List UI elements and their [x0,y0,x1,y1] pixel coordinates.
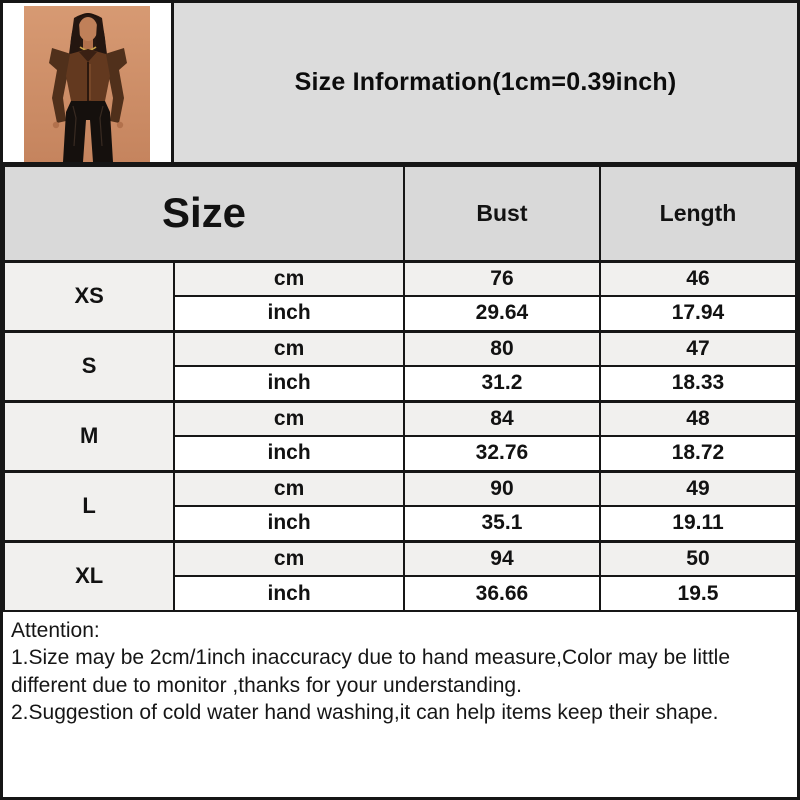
attention-heading: Attention: [11,619,100,642]
model-photo [24,6,150,162]
table-header-row: Size Bust Length [3,165,797,262]
bust-value-cell: 36.66 [402,575,601,612]
length-value-cell: 19.5 [598,575,797,612]
size-label-m: M [3,399,176,472]
size-table: Size Bust Length XS cm 76 46 inch 29.64 … [3,165,797,612]
length-value-cell: 19.11 [598,505,797,542]
product-photo-cell [3,3,174,162]
table-row: inch 36.66 19.5 [4,575,797,612]
length-value-cell: 18.72 [598,435,797,472]
unit-cell: cm [173,329,405,367]
unit-cell: inch [173,435,405,472]
length-value-cell: 46 [598,259,797,297]
size-label-xl: XL [3,539,176,612]
table-row: inch 29.64 17.94 [4,295,797,332]
unit-cell: cm [173,399,405,437]
bust-value-cell: 94 [402,539,601,577]
length-value-cell: 49 [598,469,797,507]
bust-value-cell: 31.2 [402,365,601,402]
unit-cell: cm [173,539,405,577]
bust-value-cell: 80 [402,329,601,367]
length-value-cell: 17.94 [598,295,797,332]
size-label-l: L [3,469,176,542]
bust-value-cell: 35.1 [402,505,601,542]
unit-cell: inch [173,505,405,542]
top-banner: Size Information(1cm=0.39inch) [3,3,797,165]
jacket-right-sleeve [105,48,127,123]
table-row: XL cm 94 50 [3,539,797,612]
table-row: XS cm 76 46 [3,259,797,332]
bust-value-cell: 32.76 [402,435,601,472]
column-header-size: Size [3,165,405,262]
table-row: inch 31.2 18.33 [4,365,797,402]
bust-value-cell: 84 [402,399,601,437]
attention-section: Attention: 1.Size may be 2cm/1inch inacc… [3,612,797,727]
bust-value-cell: 29.64 [402,295,601,332]
table-row: M cm 84 48 [3,399,797,472]
unit-cell: cm [173,259,405,297]
title-bar: Size Information(1cm=0.39inch) [174,3,797,162]
table-row: inch 32.76 18.72 [4,435,797,472]
length-value-cell: 18.33 [598,365,797,402]
length-value-cell: 50 [598,539,797,577]
jacket-left-sleeve [49,48,71,123]
unit-cell: inch [173,575,405,612]
table-row: L cm 90 49 [3,469,797,542]
length-value-cell: 48 [598,399,797,437]
unit-cell: cm [173,469,405,507]
column-header-bust: Bust [402,165,601,262]
length-value-cell: 47 [598,329,797,367]
size-label-xs: XS [3,259,176,332]
attention-note-1: 1.Size may be 2cm/1inch inaccuracy due t… [11,646,731,697]
bust-value-cell: 76 [402,259,601,297]
bust-value-cell: 90 [402,469,601,507]
unit-cell: inch [173,295,405,332]
table-row: S cm 80 47 [3,329,797,402]
page-title: Size Information(1cm=0.39inch) [294,68,677,96]
attention-note-2: 2.Suggestion of cold water hand washing,… [11,700,719,724]
size-label-s: S [3,329,176,402]
table-row: inch 35.1 19.11 [4,505,797,542]
column-header-length: Length [598,165,797,262]
unit-cell: inch [173,365,405,402]
